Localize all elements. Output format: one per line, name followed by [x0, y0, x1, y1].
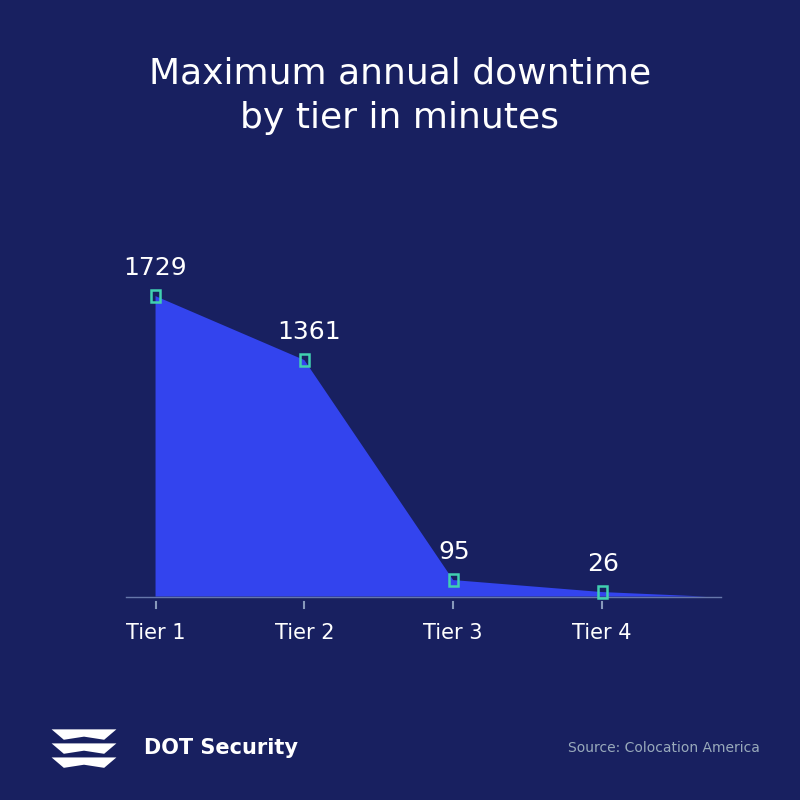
Text: Tier 4: Tier 4 [572, 623, 632, 643]
Text: 95: 95 [438, 539, 470, 563]
Text: 1729: 1729 [122, 256, 186, 280]
Polygon shape [155, 296, 706, 597]
Text: Tier 1: Tier 1 [126, 623, 186, 643]
Text: 1361: 1361 [278, 319, 342, 343]
Text: Tier 3: Tier 3 [423, 623, 483, 643]
Polygon shape [51, 743, 117, 754]
Text: Maximum annual downtime
by tier in minutes: Maximum annual downtime by tier in minut… [149, 56, 651, 134]
Text: Tier 2: Tier 2 [274, 623, 334, 643]
Text: Source: Colocation America: Source: Colocation America [568, 741, 760, 755]
Text: 26: 26 [587, 551, 619, 575]
Text: DOT Security: DOT Security [144, 738, 298, 758]
Polygon shape [51, 758, 117, 768]
Polygon shape [51, 730, 117, 740]
